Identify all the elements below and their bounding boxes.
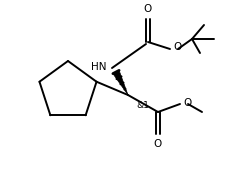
Text: HN: HN (91, 62, 106, 72)
Text: &1: &1 (136, 101, 149, 110)
Text: O: O (144, 4, 152, 14)
Text: O: O (173, 42, 181, 52)
Text: O: O (183, 98, 191, 108)
Polygon shape (113, 70, 128, 95)
Text: O: O (154, 139, 162, 149)
